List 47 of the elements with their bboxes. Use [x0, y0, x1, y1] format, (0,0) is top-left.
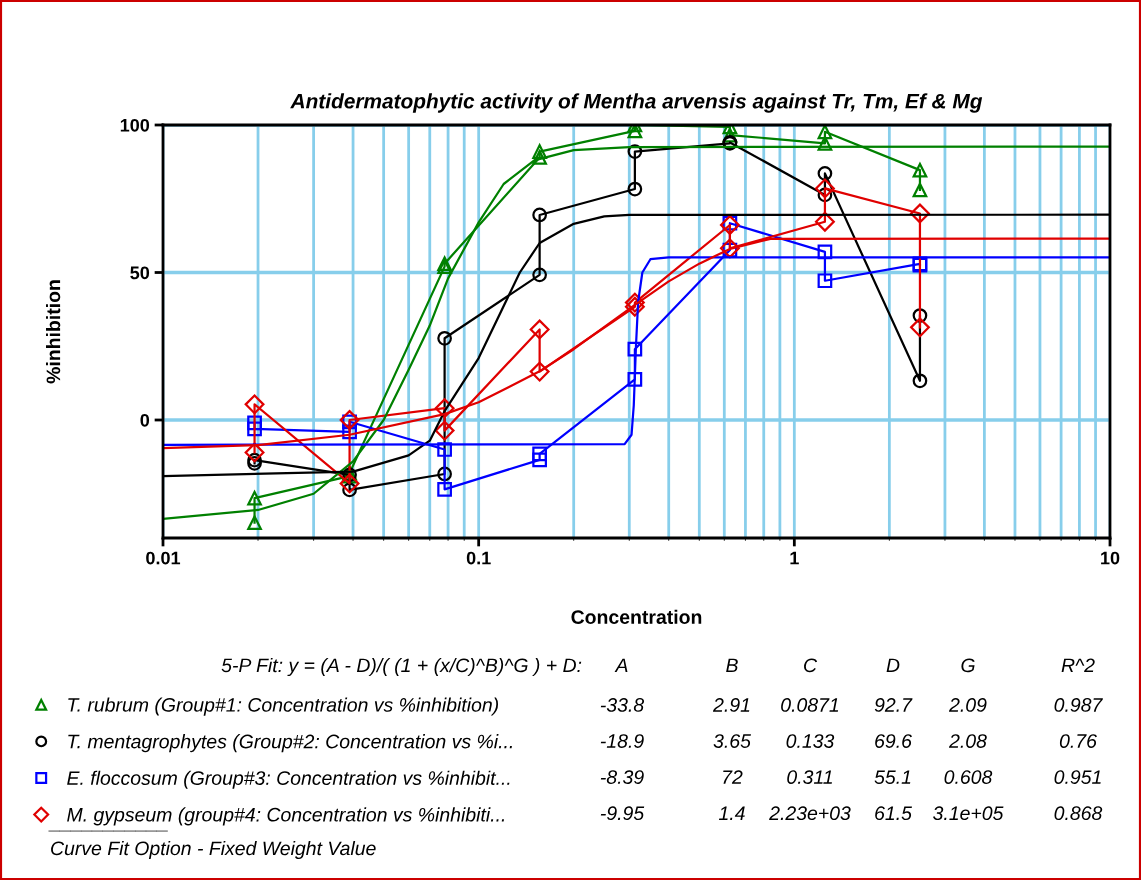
text: 3.1e+05	[933, 806, 1004, 821]
text: D	[886, 658, 900, 673]
text: C	[804, 658, 818, 673]
text: -33.8	[600, 698, 645, 712]
text: 0.311	[787, 770, 832, 784]
text: 55.1	[874, 770, 911, 784]
y-tick-label: 0	[140, 413, 150, 427]
text: Curve Fit Option - Fixed Weight Value	[51, 840, 376, 860]
text: 1.4	[718, 806, 745, 820]
text: 0.951	[1054, 770, 1101, 784]
text: R^2	[1061, 658, 1095, 673]
text: -9.95	[600, 806, 645, 821]
text: G	[961, 658, 975, 673]
chart-title: Antidermatophytic activity of Mentha arvensis against Tr, Tm, Ef & Mg	[290, 93, 983, 113]
y-tick-label: 50	[130, 266, 150, 280]
text: 0.133	[786, 734, 835, 748]
text: 2.08	[948, 734, 987, 748]
text: 2.09	[948, 698, 987, 712]
text: 69.6	[875, 734, 912, 748]
legend-label: T. mentagrophytes (Group#2: Concentration vs %i...	[68, 734, 512, 753]
text: 0.608	[944, 770, 993, 784]
y-axis-title: %inhibition	[46, 280, 61, 384]
text: 2.91	[712, 698, 750, 712]
text: -8.39	[600, 770, 644, 784]
text: B	[726, 658, 738, 673]
legend-label: E. floccosum (Group#3: Concentration vs %inhibit...	[67, 770, 510, 789]
x-tick-label: 1	[790, 551, 799, 565]
text: 0.987	[1054, 698, 1103, 712]
text: A	[614, 658, 628, 673]
text: -18.9	[600, 734, 644, 748]
text: ___________	[48, 830, 168, 832]
text: 0.868	[1054, 806, 1103, 821]
legend-label: T. rubrum (Group#1: Concentration vs %inhibition)	[68, 697, 499, 716]
text: 0.76	[1059, 734, 1097, 748]
x-tick-label: 10	[1101, 551, 1120, 565]
x-axis-title: Concentration	[571, 609, 702, 624]
text: 3.65	[713, 734, 751, 748]
text: 72	[723, 770, 743, 784]
x-tick-label: 0.01	[146, 551, 181, 565]
y-tick-label: 100	[120, 118, 150, 132]
text: 0.0871	[781, 698, 839, 712]
legend-label: M. gypseum (group#4: Concentration vs %inhibiti...	[67, 807, 504, 826]
x-tick-label: 0.1	[466, 551, 491, 565]
text: 61.5	[875, 806, 912, 821]
text: 2.23e+03	[769, 806, 851, 821]
text: 5-P Fit: y = (A - D)/( (1 + (x/C)^B)^G ) + D:	[221, 657, 582, 677]
text: 92.7	[874, 698, 913, 712]
